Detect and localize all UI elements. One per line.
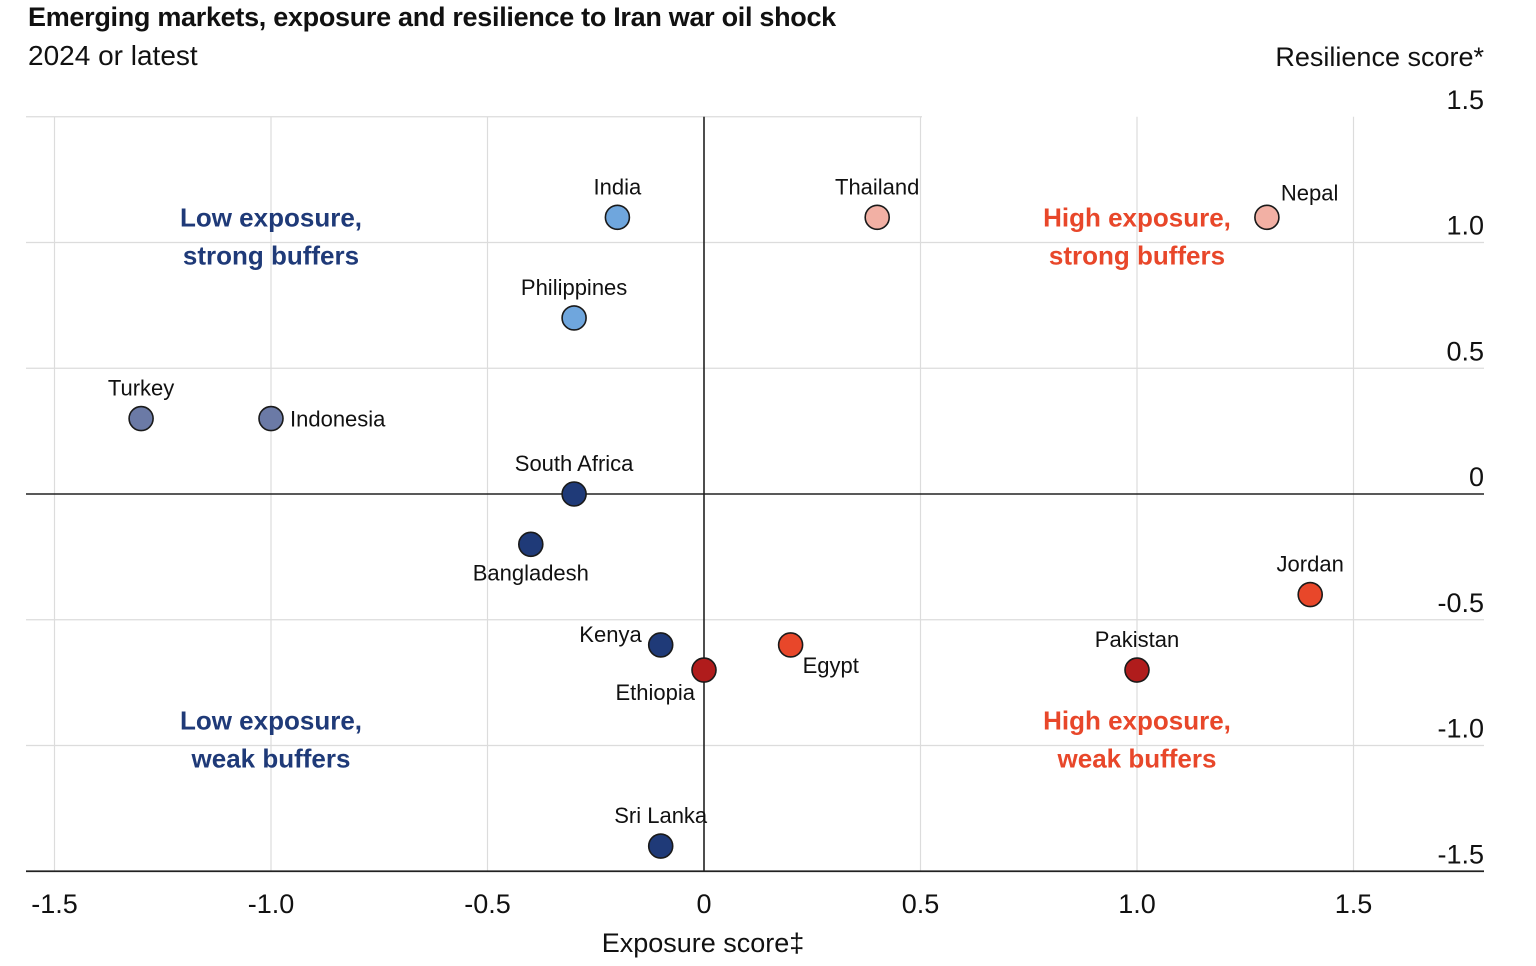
data-point [258, 405, 284, 432]
point-label: Bangladesh [473, 560, 589, 585]
point-label: Thailand [835, 174, 919, 199]
x-axis-title: Exposure score‡ [601, 928, 805, 958]
point-label: Nepal [1281, 180, 1338, 205]
data-point [864, 204, 891, 231]
data-point [777, 632, 804, 658]
point-label: Egypt [803, 653, 859, 678]
chart-subtitle: 2024 or latest [28, 40, 198, 71]
x-tick-label: -1.0 [248, 889, 295, 919]
point-label: Sri Lanka [614, 803, 708, 828]
point-label: Turkey [108, 376, 174, 401]
y-tick-label: -1.5 [1437, 839, 1484, 869]
point-label: India [594, 174, 642, 199]
y-tick-label: 1.0 [1446, 211, 1484, 241]
point-label: Ethiopia [615, 680, 695, 705]
point-label: Indonesia [290, 407, 386, 432]
axis-layer: 1.5 1.0 0.5 0 -0.5 -1.0 -1.5 -1.5 -1.0 -0.5 0 0.5 1.… [26, 85, 1484, 919]
point-label: Kenya [579, 622, 642, 647]
quadrant-label-line: Low exposure, [180, 705, 362, 735]
quadrant-label-line: weak buffers [191, 743, 351, 773]
quadrant-label: Low exposure, weak buffers [180, 705, 362, 773]
point-label: South Africa [515, 451, 634, 476]
quadrant-label: Low exposure, strong buffers [180, 202, 362, 270]
quadrant-label-line: weak buffers [1057, 743, 1217, 773]
data-point [561, 305, 587, 331]
y-tick-label: -1.0 [1437, 714, 1484, 744]
data-point [647, 632, 674, 658]
data-points: India Thailand Nepal Philippines Turkey Indon… [108, 174, 1344, 859]
y-tick-label: 1.5 [1446, 85, 1484, 115]
y-tick-label: 0.5 [1446, 336, 1484, 366]
quadrant-label-line: strong buffers [183, 240, 359, 270]
quadrant-label: High exposure, weak buffers [1043, 705, 1231, 773]
y-tick-label: 0 [1469, 462, 1484, 492]
data-point [691, 657, 717, 683]
quadrant-label: High exposure, strong buffers [1043, 202, 1231, 270]
data-point [1297, 581, 1323, 608]
x-tick-label: 0 [696, 889, 711, 919]
x-tick-label: 0.5 [902, 889, 940, 919]
data-point [517, 531, 544, 558]
y-tick-label: -0.5 [1437, 588, 1484, 618]
quadrant-label-line: strong buffers [1049, 240, 1225, 270]
x-tick-label: -0.5 [464, 889, 511, 919]
x-tick-label: 1.0 [1118, 889, 1156, 919]
data-point [1254, 204, 1280, 231]
data-point [561, 481, 587, 507]
quadrant-label-line: High exposure, [1043, 202, 1231, 232]
x-tick-label: -1.5 [31, 889, 78, 919]
point-label: Pakistan [1095, 627, 1179, 652]
y-axis-title: Resilience score* [1275, 42, 1484, 72]
data-point [604, 204, 631, 231]
quadrant-label-line: High exposure, [1043, 705, 1231, 735]
data-point [128, 405, 154, 432]
chart-title: Emerging markets, exposure and resilienc… [28, 2, 836, 32]
data-point [647, 833, 674, 859]
data-point [1124, 657, 1150, 683]
x-tick-label: 1.5 [1335, 889, 1373, 919]
point-label: Philippines [521, 275, 627, 300]
quadrant-label-line: Low exposure, [180, 202, 362, 232]
point-label: Jordan [1277, 552, 1344, 577]
